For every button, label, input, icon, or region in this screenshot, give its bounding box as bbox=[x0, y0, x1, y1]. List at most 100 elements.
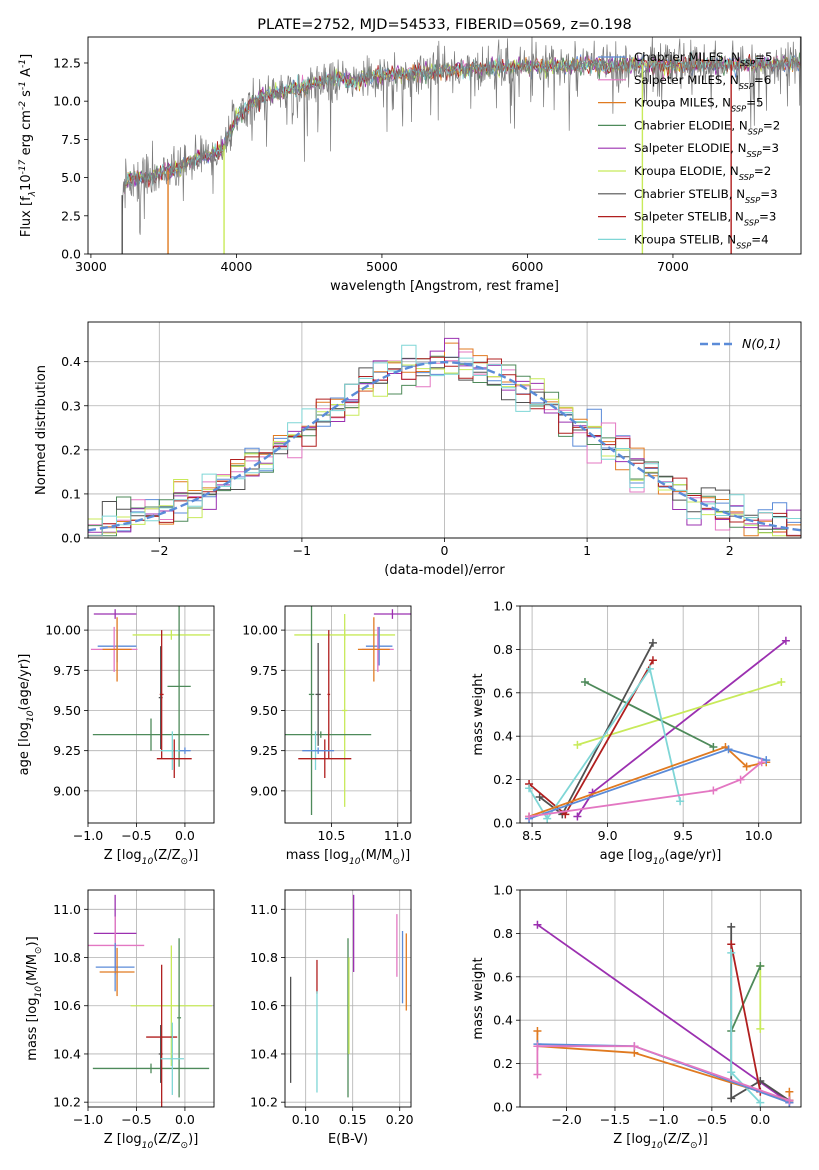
spectrum-series bbox=[121, 37, 801, 235]
errorbars bbox=[289, 894, 407, 1098]
axes-age-vs-z: −1.0 −0.5 0.0 9.00 9.25 9.50 9.75 10.00 Z [log10… bbox=[17, 605, 215, 867]
histograms bbox=[88, 337, 801, 537]
y-tick-label: 10.6 bbox=[250, 998, 278, 1013]
legend-label: Chabrier MILES, NSSP=5 bbox=[634, 50, 772, 68]
y-axis-label: mass weight bbox=[471, 957, 486, 1039]
weight-marker bbox=[533, 1042, 542, 1051]
errorbars bbox=[90, 606, 211, 778]
weight-marker bbox=[648, 656, 657, 665]
y-tick-label: 1.0 bbox=[493, 883, 513, 898]
x-tick-label: 0.20 bbox=[386, 1112, 414, 1127]
y-axis-label: age [log10(age/yr)] bbox=[17, 654, 36, 776]
y-tick-label: 0.3 bbox=[61, 398, 81, 413]
legend-label: Chabrier STELIB, NSSP=3 bbox=[634, 187, 778, 205]
axes-residual-hist: −2 −1 0 1 2 0.0 0.1 0.2 0.3 0.4 (data-model)/error… bbox=[34, 321, 802, 578]
x-tick-label: 0.10 bbox=[292, 1112, 320, 1127]
y-tick-label: 10.00 bbox=[242, 623, 278, 638]
y-tick-label: 0.0 bbox=[493, 1100, 513, 1115]
x-axis-label: wavelength [Angstrom, rest frame] bbox=[330, 279, 559, 294]
weight-marker bbox=[727, 948, 736, 957]
y-tick-label: 9.00 bbox=[53, 783, 81, 798]
x-tick-label: 0.0 bbox=[750, 1112, 770, 1127]
errorbars bbox=[88, 894, 213, 1107]
weight-marker bbox=[648, 638, 657, 647]
y-tick-label: 9.50 bbox=[250, 703, 278, 718]
y-tick-label: 10.8 bbox=[250, 950, 278, 965]
y-tick-label: 10.2 bbox=[250, 1095, 278, 1110]
y-axis-label: Normed distribution bbox=[34, 365, 49, 495]
weight-marker bbox=[727, 1068, 736, 1077]
axes-frame bbox=[519, 605, 802, 824]
axes-weight-vs-z: −2.0 −1.5 −1.0 −0.5 0.0 0.0 0.2 0.4 0.6 0.8 1.0 Z [… bbox=[471, 883, 802, 1151]
legend-label: N(0,1) bbox=[742, 336, 781, 351]
legend-label: Salpeter ELODIE, NSSP=3 bbox=[634, 141, 779, 159]
y-tick-label: 11.0 bbox=[53, 902, 81, 917]
y-axis-label: mass weight bbox=[471, 673, 486, 755]
weight-marker bbox=[573, 740, 582, 749]
y-tick-label: 9.50 bbox=[53, 703, 81, 718]
x-tick-label: −1.0 bbox=[73, 1112, 103, 1127]
x-tick-label: −2 bbox=[150, 543, 168, 558]
x-tick-label: 10.0 bbox=[745, 828, 773, 843]
x-tick-label: 8.5 bbox=[522, 828, 542, 843]
y-tick-label: 0.0 bbox=[493, 816, 513, 831]
x-tick-label: 9.5 bbox=[673, 828, 693, 843]
x-axis-label: age [log10(age/yr)] bbox=[600, 848, 722, 867]
y-tick-label: 9.25 bbox=[53, 743, 81, 758]
x-tick-label: 6000 bbox=[512, 259, 544, 274]
x-tick-label: −0.5 bbox=[121, 828, 151, 843]
weight-series bbox=[730, 965, 762, 1032]
weight-marker bbox=[676, 797, 685, 806]
weight-series bbox=[584, 681, 714, 748]
weight-marker bbox=[543, 814, 552, 823]
axes-frame bbox=[284, 889, 412, 1108]
y-tick-label: 9.00 bbox=[250, 783, 278, 798]
weight-marker bbox=[580, 677, 589, 686]
x-tick-label: 7000 bbox=[657, 259, 689, 274]
weight-marker bbox=[781, 636, 790, 645]
x-tick-label: −2.0 bbox=[551, 1112, 581, 1127]
y-axis-label: Flux [fλ10-17 erg cm-2 s-1 A-1] bbox=[18, 54, 38, 237]
weight-marker bbox=[525, 812, 534, 821]
x-axis-label: Z [log10(Z/Z⊙)] bbox=[613, 1132, 708, 1151]
weight-series bbox=[528, 761, 763, 818]
weight-marker bbox=[724, 745, 733, 754]
y-tick-label: 12.5 bbox=[53, 55, 81, 70]
weight-marker bbox=[533, 1027, 542, 1036]
axes-frame bbox=[87, 889, 215, 1108]
y-tick-label: 10.0 bbox=[53, 94, 81, 109]
x-tick-label: −1.0 bbox=[73, 828, 103, 843]
x-tick-label: 0.15 bbox=[339, 1112, 367, 1127]
weight-marker bbox=[709, 786, 718, 795]
y-tick-label: 9.25 bbox=[250, 743, 278, 758]
legend-label: Salpeter STELIB, NSSP=3 bbox=[634, 210, 776, 228]
y-tick-label: 0.2 bbox=[493, 1056, 513, 1071]
y-tick-label: 0.4 bbox=[493, 1013, 513, 1028]
y-tick-label: 10.6 bbox=[53, 998, 81, 1013]
weight-marker bbox=[727, 1094, 736, 1103]
axes-spectrum: 3000 4000 5000 6000 7000 0.0 2.5 5.0 7.5 10.0 12.5… bbox=[18, 17, 802, 294]
x-tick-label: 10.5 bbox=[317, 828, 345, 843]
axes-frame bbox=[284, 605, 412, 824]
y-tick-label: 0.4 bbox=[61, 354, 81, 369]
weight-marker bbox=[573, 812, 582, 821]
gaussian-curve bbox=[88, 360, 801, 532]
axes-frame bbox=[519, 889, 802, 1108]
legend-label: Kroupa ELODIE, NSSP=2 bbox=[634, 164, 771, 182]
y-tick-label: 0.8 bbox=[493, 926, 513, 941]
weight-marker bbox=[762, 756, 771, 765]
y-tick-label: 9.75 bbox=[53, 663, 81, 678]
x-tick-label: 1 bbox=[583, 543, 591, 558]
axes-frame bbox=[87, 605, 215, 824]
x-tick-label: 5000 bbox=[366, 259, 398, 274]
weight-series bbox=[536, 923, 790, 1104]
x-tick-label: 9.0 bbox=[598, 828, 618, 843]
spectrum-lines bbox=[121, 37, 801, 254]
axes-mass-vs-ebv: 0.10 0.15 0.20 10.2 10.4 10.6 10.8 11.0 E(B-V) bbox=[250, 889, 414, 1147]
weight-marker bbox=[736, 775, 745, 784]
y-tick-label: 1.0 bbox=[493, 599, 513, 614]
weight-marker bbox=[742, 762, 751, 771]
weight-series bbox=[528, 659, 654, 816]
y-tick-label: 11.0 bbox=[250, 902, 278, 917]
